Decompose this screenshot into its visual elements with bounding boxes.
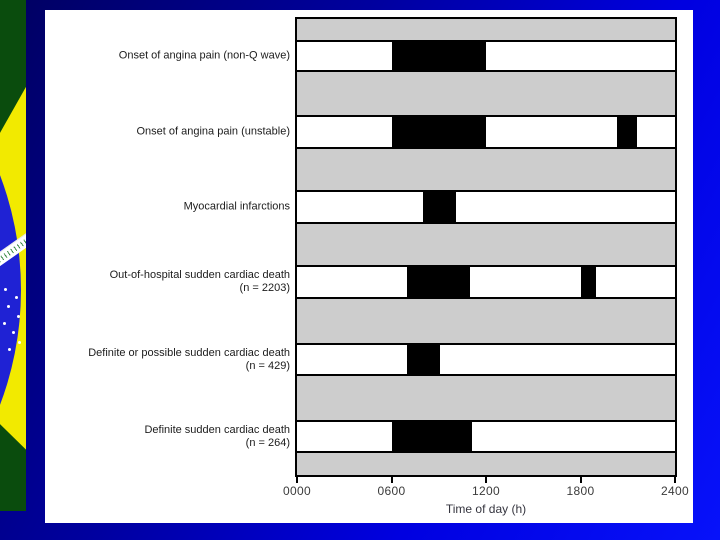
chart-bar-row — [297, 422, 675, 451]
figure-panel: Time of day (h) Onset of angina pain (no… — [45, 10, 693, 523]
flag-star-icon — [15, 296, 18, 299]
chart-gray-band — [297, 376, 675, 420]
x-axis-tick — [296, 477, 298, 483]
peak-segment — [423, 192, 457, 222]
row-label-text: Out-of-hospital sudden cardiac death — [109, 269, 290, 281]
x-axis-title: Time of day (h) — [445, 502, 527, 516]
peak-segment — [616, 117, 638, 147]
peak-segment — [407, 345, 441, 374]
row-label: Definite sudden cardiac death (n = 264) — [45, 424, 290, 450]
chart-gray-band — [297, 149, 675, 190]
chart-bar-row — [297, 117, 675, 147]
peak-segment — [391, 117, 486, 147]
row-label-text: Onset of angina pain (non-Q wave) — [118, 49, 290, 62]
peak-segment — [391, 422, 472, 451]
row-sublabel-text: (n = 429) — [245, 359, 290, 372]
x-axis-tick — [390, 477, 393, 483]
row-sublabel-text: (n = 2203) — [239, 282, 290, 294]
row-sublabel-text: (n = 264) — [245, 436, 290, 449]
chart-gray-band — [297, 224, 675, 265]
x-axis-tick-label: 0000 — [283, 484, 311, 498]
row-label: Out-of-hospital sudden cardiac death (n =… — [45, 269, 290, 295]
flag-star-icon — [18, 341, 21, 344]
row-label-text: Definite or possible sudden cardiac deat… — [88, 346, 290, 359]
peak-segment — [407, 267, 471, 297]
row-label: Myocardial infarctions — [45, 201, 290, 214]
peak-segment — [391, 42, 486, 70]
x-axis-tick-label: 0600 — [377, 484, 406, 498]
flag-star-icon — [17, 315, 20, 318]
x-axis-tick — [579, 477, 582, 483]
chart-bar-row — [297, 345, 675, 374]
row-label: Onset of angina pain (unstable) — [45, 125, 291, 139]
chart-gray-band — [297, 72, 675, 115]
x-axis-tick — [674, 477, 676, 483]
flag-star-icon — [3, 322, 6, 325]
chart-bar-row — [297, 42, 675, 70]
flag-star-icon — [7, 305, 10, 308]
row-label: Definite or possible sudden cardiac deat… — [45, 347, 290, 373]
x-axis-tick-label: 1200 — [472, 484, 500, 498]
flag-star-icon — [8, 348, 11, 351]
row-label-text: Definite sudden cardiac death — [144, 423, 290, 436]
chart-gray-band — [297, 299, 675, 343]
peak-segment — [580, 267, 597, 297]
row-label-text: Myocardial infarctions — [183, 200, 290, 213]
row-label-text: Onset of angina pain (unstable) — [136, 125, 291, 138]
chart-bar-row — [297, 267, 675, 297]
chart-bar-row — [297, 192, 675, 222]
flag-star-icon — [12, 331, 15, 334]
chart-gray-band — [297, 453, 675, 475]
flag-star-icon — [4, 288, 7, 291]
time-of-day-chart — [295, 17, 677, 477]
chart-gray-band — [297, 19, 675, 40]
x-axis-tick-label: 1800 — [566, 484, 595, 498]
row-label: Onset of angina pain (non-Q wave) — [45, 50, 290, 63]
x-axis-tick — [485, 477, 487, 483]
x-axis-tick-label: 2400 — [661, 484, 689, 498]
brazil-flag-image — [0, 0, 26, 511]
